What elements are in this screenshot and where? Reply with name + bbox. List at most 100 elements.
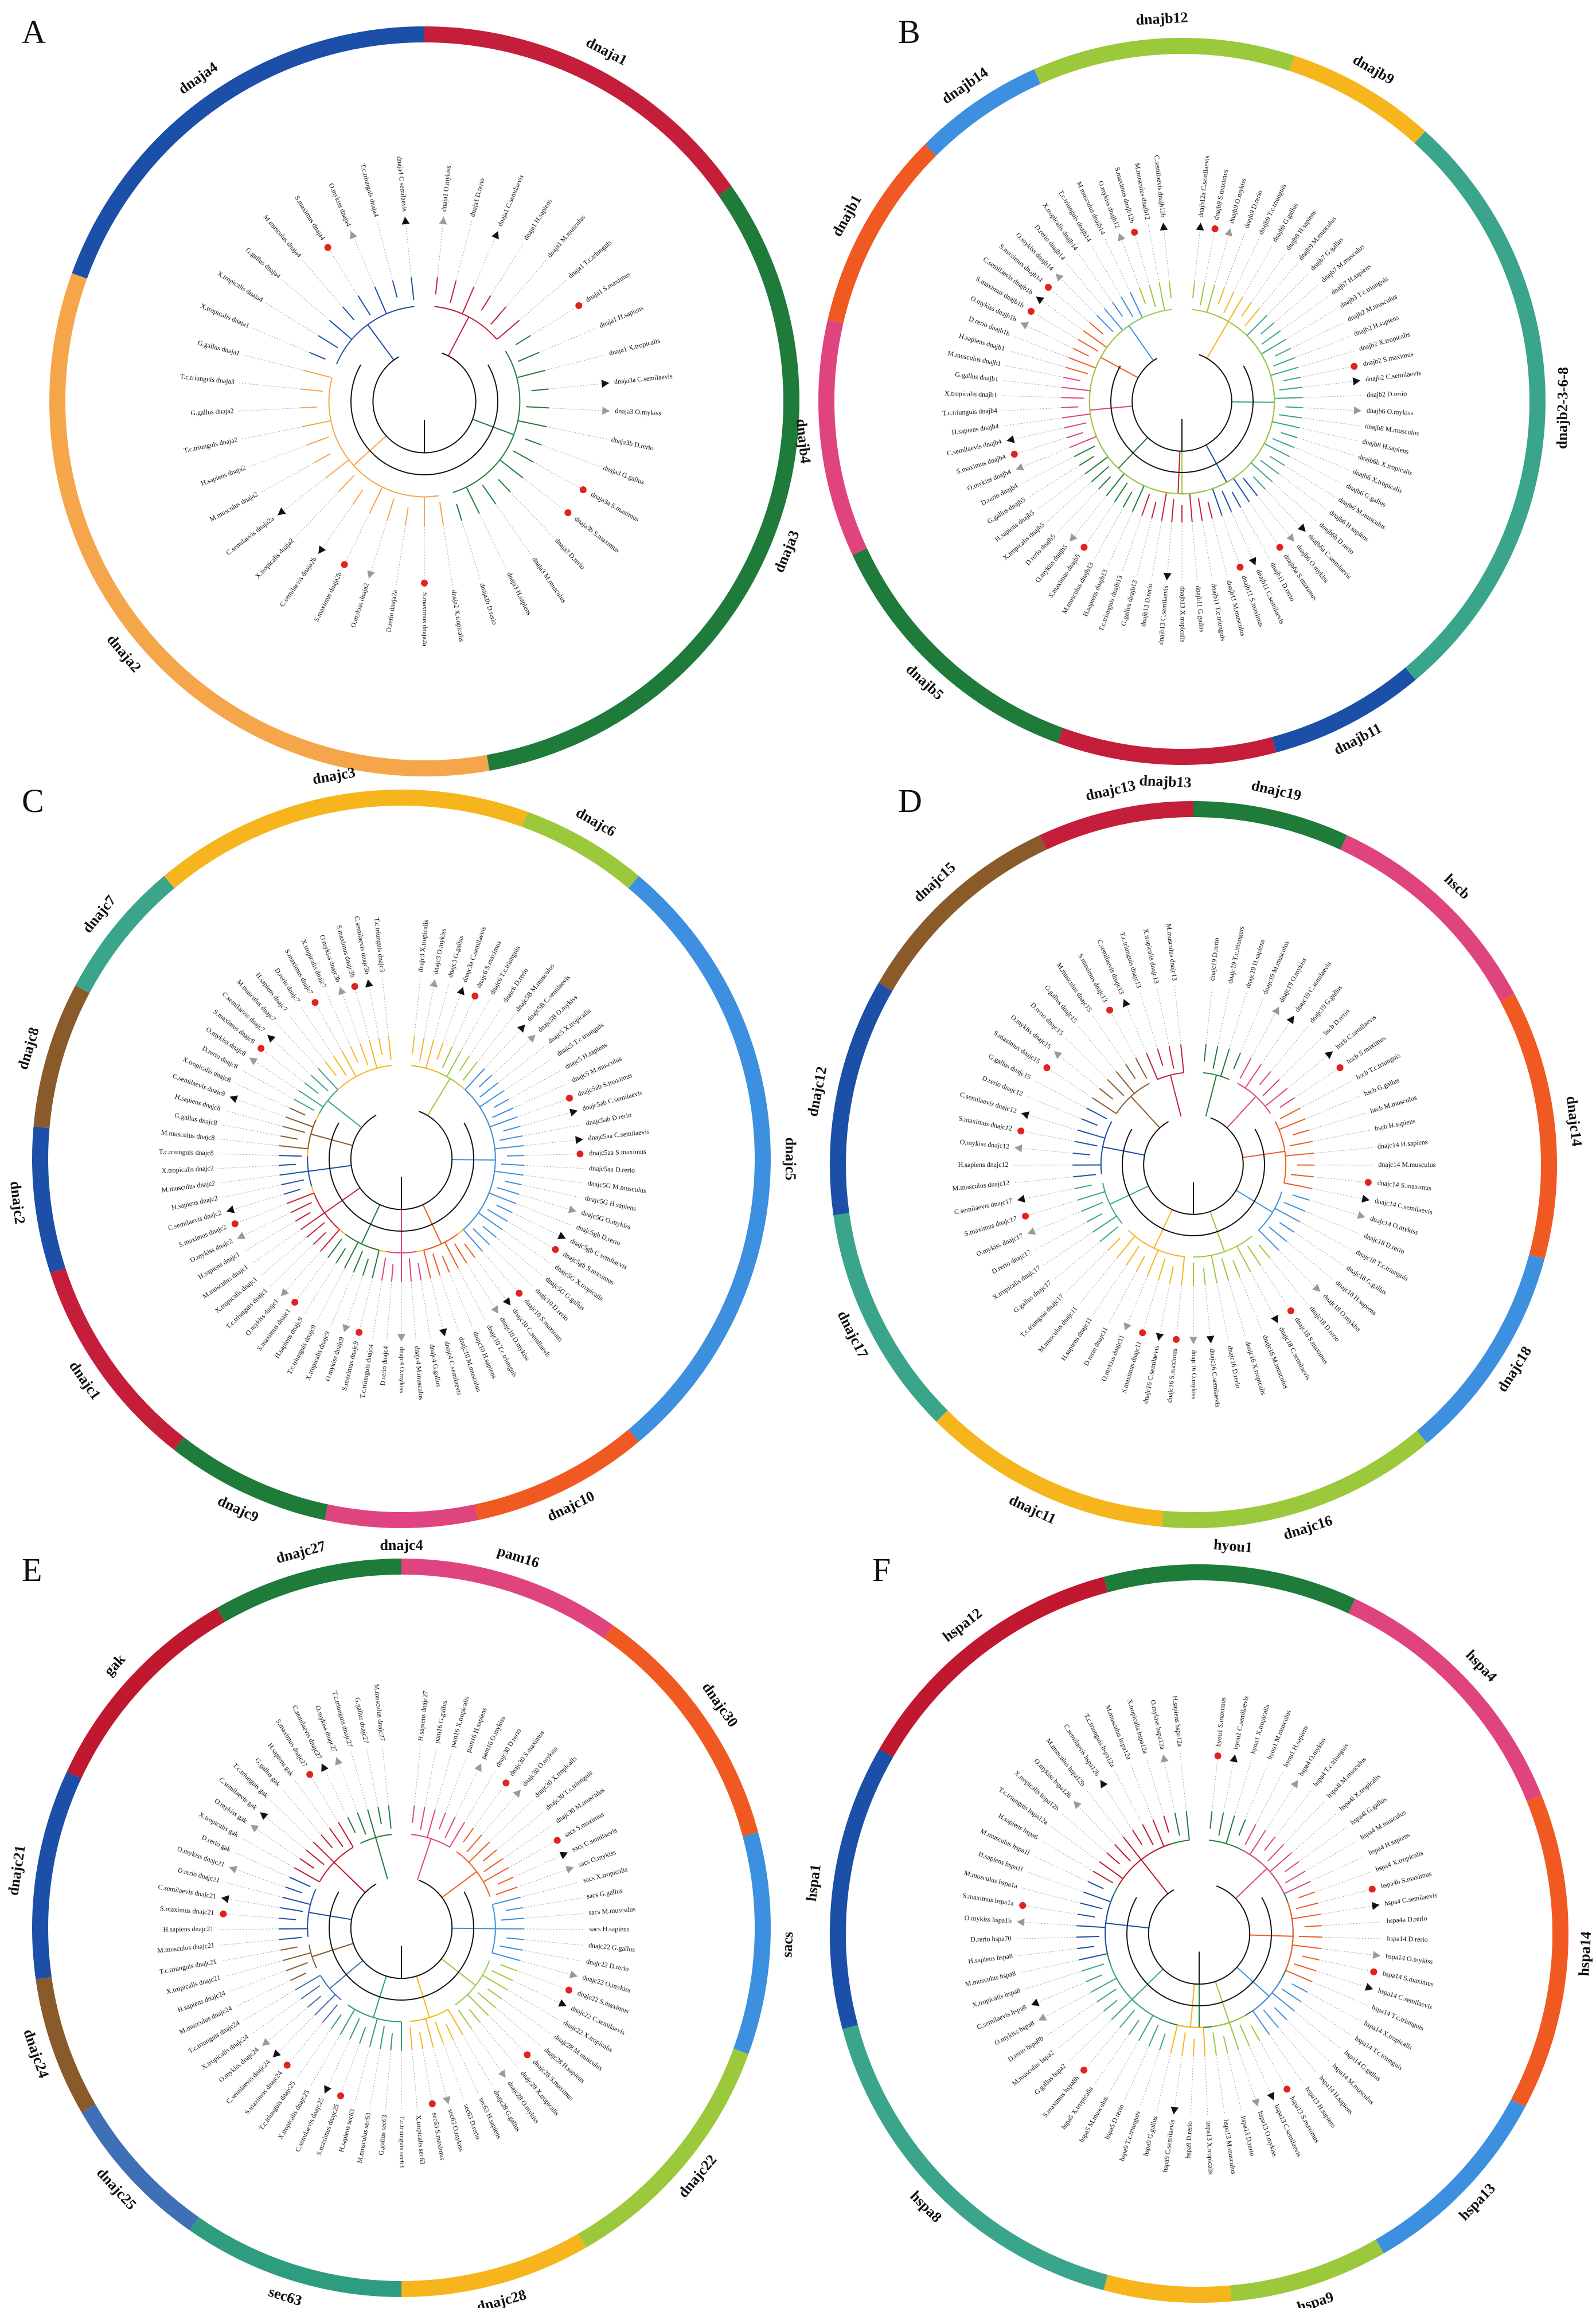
leaf-branch <box>1135 1256 1145 1272</box>
black-triangle-marker <box>226 1205 235 1213</box>
leaf-branch <box>464 1243 475 1258</box>
leaf-guide <box>330 1272 354 1328</box>
leaf-label: H.sapiens dnajc21 <box>163 1925 213 1934</box>
leaf-guide <box>228 1866 286 1888</box>
leaf-branch <box>1151 501 1157 519</box>
clade-arc-dnajc15 <box>878 835 1047 991</box>
leaf-branch <box>526 406 549 409</box>
clade-arc-dnajb13 <box>1058 728 1277 765</box>
clade-node-arc <box>452 350 521 493</box>
leaf-guide <box>477 1014 515 1063</box>
leaf-branch <box>1272 438 1294 448</box>
leaf-branch <box>1279 1221 1294 1233</box>
leaf-guide <box>1058 489 1099 533</box>
leaf-label: dnaja3a C.semilaevis <box>614 372 673 386</box>
clade-label: hscb <box>1441 870 1474 903</box>
leaf-guide <box>1162 222 1170 282</box>
clade-label: dnajb9 <box>1350 51 1397 88</box>
leaf-branch <box>1279 1097 1295 1108</box>
leaf-branch <box>481 295 491 311</box>
leaf-branch <box>318 335 338 349</box>
leaf-guide <box>1302 380 1361 388</box>
gray-triangle-marker <box>439 216 447 225</box>
leaf-label: S.maximus dnaja2b <box>313 571 344 623</box>
leaf-label: M.musculus dnajc12 <box>952 1178 1010 1192</box>
leaf-branch <box>1250 1830 1266 1855</box>
gray-triangle-marker <box>1290 1780 1298 1788</box>
leaf-guide <box>1014 1176 1074 1184</box>
leaf-label: X.tropicalis hspa8 <box>971 1986 1021 2009</box>
leaf-branch <box>330 2014 342 2029</box>
black-triangle-marker <box>456 987 465 995</box>
leaf-branch <box>1269 1226 1287 1242</box>
leaf-guide <box>412 2050 418 2111</box>
leaf-guide <box>497 1045 546 1083</box>
leaf-branch <box>1142 1824 1154 1845</box>
leaf-branch <box>299 1858 315 1869</box>
clade-label: dnajc27 <box>274 1537 327 1567</box>
leaf-guide <box>1122 515 1142 572</box>
leaf-label: H.sapiens hspa8 <box>967 1952 1013 1965</box>
panel-b: B dnajb9 dnajb2-3-6-8 dnajb11 dnajb13 dnajb5… <box>793 0 1595 791</box>
leaf-branch <box>1278 1118 1306 1131</box>
black-triangle-marker <box>1100 1780 1108 1788</box>
leaf-branch <box>374 286 387 314</box>
leaf-guide <box>1289 456 1343 484</box>
leaf-guide <box>413 977 421 1037</box>
leaf-label: sacs H.sapiens <box>590 1925 630 1934</box>
leaf-guide <box>224 1960 283 1977</box>
tree-c: dnajc3dnajc6dnajc5dnajc10dnajc4dnajc9dna… <box>7 764 799 1553</box>
clade-arc-dnajc1 <box>50 1268 184 1450</box>
clade-arc-hspa13 <box>1375 2099 1525 2254</box>
leaf-guide <box>481 1788 522 1836</box>
leaf-guide <box>1257 495 1295 542</box>
leaf-guide <box>1162 1754 1176 1814</box>
clade-node-arc <box>1258 1191 1283 1231</box>
leaf-branch <box>1281 432 1298 439</box>
gray-triangle-marker <box>602 407 610 415</box>
leaf-guide <box>382 1745 389 1806</box>
leaf-label: D.rerio hspa70 <box>970 1934 1012 1943</box>
leaf-branch <box>303 369 331 378</box>
panel-a: A dnaja1 dnaja3 dnaja2 dnaja4 dnaja1 O.mykis… <box>0 0 802 776</box>
leaf-branch <box>338 1822 354 1848</box>
leaf-branch <box>1083 330 1107 349</box>
leaf-guide <box>1029 465 1080 498</box>
leaf-branch <box>299 406 317 409</box>
leaf-guide <box>473 1779 509 1829</box>
gray-triangle-marker <box>1271 1006 1279 1016</box>
leaf-guide <box>522 1950 582 1962</box>
leaf-label: M.musculus dnajb12 <box>1133 162 1152 221</box>
leaf-branch <box>322 2004 338 2023</box>
clade-arc-dnajc9 <box>174 1437 328 1520</box>
leaf-branch <box>1081 1118 1098 1126</box>
leaf-label: G.gallus dnajb13 <box>1119 579 1139 627</box>
leaf-branch <box>307 436 329 446</box>
leaf-guide <box>545 354 605 371</box>
leaf-guide <box>1091 245 1122 298</box>
clade-label: dnajc5 <box>782 1137 799 1180</box>
leaf-guide <box>270 1244 314 1287</box>
leaf-label: dnajc14 O.mykiss <box>1369 1214 1419 1237</box>
black-triangle-marker <box>321 1763 329 1772</box>
leaf-label: dnajc16 D.rerio <box>1226 1345 1242 1389</box>
leaf-branch <box>1161 492 1167 521</box>
leaf-branch <box>1158 282 1165 311</box>
leaf-guide <box>1080 2027 1121 2074</box>
leaf-guide <box>1037 473 1086 510</box>
clade-arc-dnajc11 <box>936 1410 1164 1527</box>
red-dot-marker <box>565 1986 573 1994</box>
leaf-branch <box>1203 1267 1206 1285</box>
leaf-branch <box>478 1212 502 1230</box>
leaf-label: dnajc4 C.semilaevis <box>443 1340 464 1396</box>
red-dot-marker <box>421 579 428 587</box>
gray-triangle-marker <box>1017 1918 1025 1927</box>
leaf-branch <box>1091 466 1110 482</box>
clade-label: dnajc19 <box>1250 777 1303 804</box>
leaf-branch <box>1096 1989 1117 2002</box>
leaf-label: O.mykiss hspa1b <box>964 1913 1012 1924</box>
leaf-guide <box>1294 1065 1344 1099</box>
leaf-branch <box>359 1043 369 1065</box>
leaf-branch <box>381 1257 387 1280</box>
leaf-guide <box>1034 1221 1087 1251</box>
